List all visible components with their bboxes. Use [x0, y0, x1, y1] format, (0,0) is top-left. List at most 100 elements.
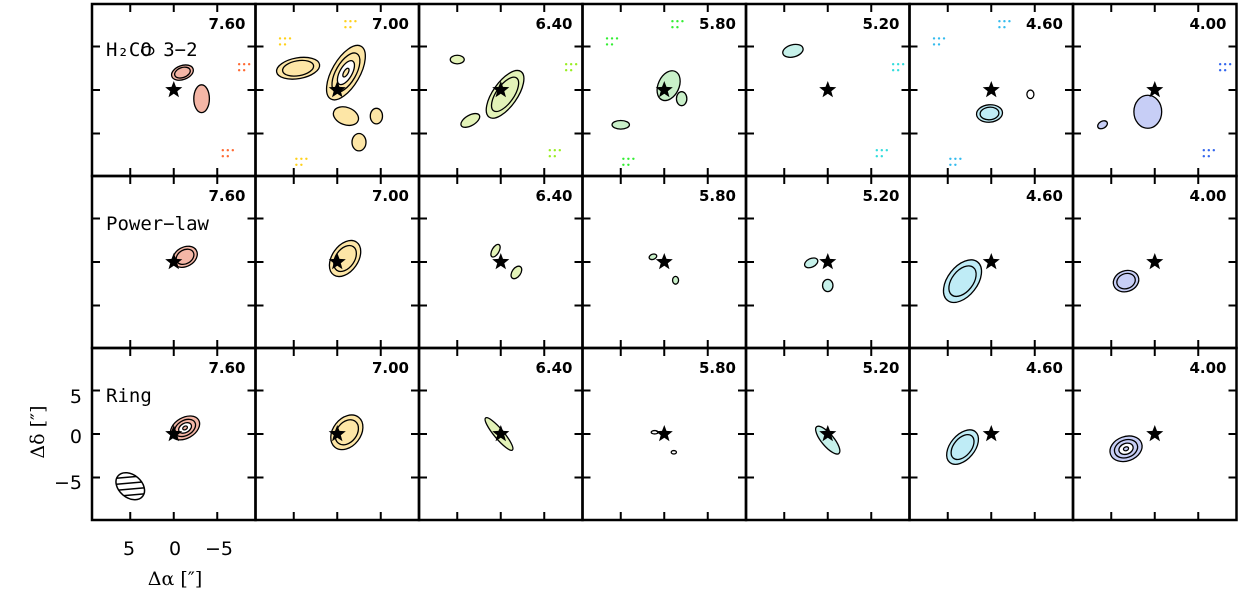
- panel-contours: [942, 259, 983, 304]
- noise-speck: [954, 163, 957, 166]
- channel-velocity-label: 7.60: [208, 15, 245, 33]
- contour-level: [1116, 272, 1136, 290]
- panel-contours: [169, 415, 201, 441]
- source-star-marker: [819, 81, 837, 98]
- contour-level: [449, 54, 465, 65]
- source-star-marker: [1146, 253, 1164, 270]
- channel-panel: 6.40: [417, 174, 584, 350]
- noise-speck: [1212, 149, 1216, 152]
- source-star-marker: [328, 253, 346, 270]
- noise-speck: [295, 163, 298, 166]
- noise-speck: [932, 37, 936, 40]
- panel-contours: [946, 429, 980, 465]
- contour-level: [670, 449, 678, 455]
- contour-level: [803, 257, 819, 269]
- channel-panel: 5.80: [581, 2, 748, 178]
- noise-speck: [676, 20, 679, 23]
- source-star-marker: [982, 81, 1000, 98]
- noise-speck: [1207, 149, 1211, 152]
- noise-speck: [622, 163, 625, 166]
- noise-speck: [569, 62, 573, 66]
- noise-speck: [681, 20, 684, 23]
- noise-speck: [954, 157, 957, 160]
- noise-speck: [627, 157, 630, 160]
- contour-level: [173, 66, 191, 79]
- panel-grid: 7.60 H₂CO 3−2 7.00 6.40 5.80 5.20 4.60 4.00 7.60…: [90, 2, 1238, 522]
- contour-level: [950, 434, 975, 461]
- noise-speck: [610, 37, 614, 40]
- channel-velocity-label: 7.00: [372, 15, 409, 33]
- noise-speck: [1003, 26, 1006, 29]
- panel-contours: [1097, 62, 1232, 158]
- noise-speck: [671, 26, 674, 29]
- channel-panel: 4.00: [1071, 2, 1238, 178]
- contour-level: [182, 425, 189, 431]
- source-star-marker: [492, 81, 510, 98]
- noise-speck: [605, 43, 609, 46]
- noise-speck: [247, 62, 251, 66]
- source-star-marker: [492, 425, 510, 442]
- panel-contours: [605, 20, 688, 166]
- noise-speck: [949, 157, 952, 160]
- channel-velocity-label: 4.00: [1189, 187, 1226, 205]
- noise-speck: [1223, 69, 1227, 72]
- channel-panel: 6.40: [417, 346, 584, 522]
- channel-panel: 5.20: [744, 174, 911, 350]
- contour-level: [611, 119, 631, 130]
- noise-speck: [1223, 62, 1227, 66]
- channel-velocity-label: 5.80: [699, 359, 736, 377]
- noise-speck: [242, 69, 246, 72]
- source-star-marker: [655, 81, 673, 98]
- noise-speck: [548, 155, 551, 158]
- channel-velocity-label: 5.80: [699, 187, 736, 205]
- noise-speck: [558, 149, 561, 152]
- contour-level: [671, 275, 680, 285]
- channel-velocity-label: 4.60: [1026, 15, 1063, 33]
- noise-speck: [896, 62, 900, 66]
- source-star-marker: [819, 425, 837, 442]
- channel-velocity-label: 5.20: [862, 187, 899, 205]
- channel-velocity-label: 6.40: [535, 15, 572, 33]
- noise-speck: [344, 20, 347, 23]
- noise-speck: [226, 155, 229, 158]
- noise-speck: [569, 69, 573, 72]
- contour-level: [332, 106, 360, 127]
- noise-speck: [564, 62, 568, 66]
- channel-velocity-label: 4.60: [1026, 359, 1063, 377]
- contour-level: [490, 243, 501, 258]
- contour-level: [140, 45, 155, 56]
- contour-level: [675, 91, 688, 107]
- noise-speck: [278, 37, 282, 40]
- row-label: H₂CO 3−2: [106, 39, 198, 61]
- source-star-marker: [982, 253, 1000, 270]
- channel-velocity-label: 7.60: [208, 359, 245, 377]
- noise-speck: [283, 37, 287, 40]
- channel-panel: 7.00: [254, 2, 421, 178]
- channel-velocity-label: 6.40: [535, 187, 572, 205]
- noise-speck: [1202, 149, 1206, 152]
- channel-panel: 7.60 H₂CO 3−2: [90, 2, 257, 178]
- noise-speck: [932, 43, 936, 46]
- source-star-marker: [328, 425, 346, 442]
- y-axis-label: Δδ [″]: [27, 405, 49, 458]
- x-tick-label: −5: [205, 538, 233, 560]
- channel-velocity-label: 7.60: [208, 187, 245, 205]
- noise-speck: [885, 149, 888, 152]
- noise-speck: [305, 157, 308, 160]
- contour-level: [193, 84, 211, 114]
- contour-level: [342, 67, 350, 78]
- noise-speck: [349, 20, 352, 23]
- channel-panel: 4.60: [908, 174, 1075, 350]
- channel-panel: 7.60 Power−law: [90, 174, 257, 350]
- noise-speck: [998, 26, 1001, 29]
- noise-speck: [610, 43, 614, 46]
- noise-speck: [354, 20, 357, 23]
- x-tick-label: 0: [169, 538, 181, 560]
- noise-speck: [937, 37, 941, 40]
- noise-speck: [959, 157, 962, 160]
- panel-contours: [782, 43, 905, 158]
- source-star-marker: [1146, 425, 1164, 442]
- channel-velocity-label: 4.00: [1189, 15, 1226, 33]
- contour-level: [281, 59, 315, 77]
